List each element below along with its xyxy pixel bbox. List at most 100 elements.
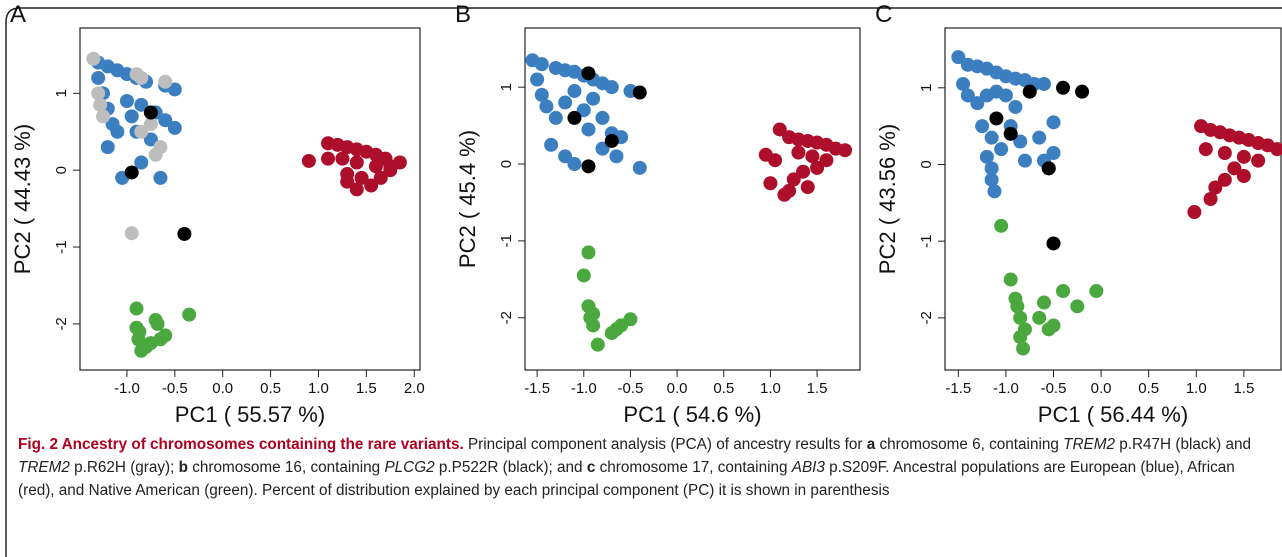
panel-letter: C xyxy=(875,1,892,28)
point xyxy=(581,66,596,81)
point xyxy=(1013,310,1028,325)
point xyxy=(544,137,559,152)
point xyxy=(95,109,110,124)
panel-letter: B xyxy=(455,1,471,28)
x-tick-label: -1.0 xyxy=(993,380,1019,397)
point xyxy=(150,316,165,331)
x-tick-label: -0.5 xyxy=(1041,380,1067,397)
point xyxy=(1046,236,1061,251)
point xyxy=(623,312,638,327)
point xyxy=(124,226,139,241)
caption-text: TREM2 xyxy=(18,459,70,476)
point xyxy=(167,82,182,97)
caption-text: chromosome 17, containing xyxy=(595,459,792,476)
point xyxy=(1013,330,1028,345)
x-tick-label: -0.5 xyxy=(162,380,188,397)
point xyxy=(970,96,985,111)
point xyxy=(134,70,149,85)
point xyxy=(124,165,139,180)
point xyxy=(1270,142,1282,157)
point xyxy=(581,159,596,174)
y-tick-label: 1 xyxy=(918,84,935,92)
point xyxy=(987,184,1002,199)
point xyxy=(994,218,1009,233)
y-tick-label: -2 xyxy=(918,311,935,324)
point xyxy=(805,149,820,164)
point xyxy=(100,140,115,155)
point xyxy=(791,145,806,160)
x-tick-label: 1.5 xyxy=(807,380,828,397)
point xyxy=(153,170,168,185)
point xyxy=(548,110,563,125)
x-tick-label: 0.5 xyxy=(260,380,281,397)
point xyxy=(167,120,182,135)
point xyxy=(1046,145,1061,160)
x-tick-label: 1.5 xyxy=(356,380,377,397)
point xyxy=(1017,153,1032,168)
point xyxy=(581,245,596,260)
point xyxy=(819,153,834,168)
point xyxy=(984,172,999,187)
y-tick-label: 0 xyxy=(498,160,515,168)
point xyxy=(609,149,624,164)
point xyxy=(989,111,1004,126)
point xyxy=(383,163,398,178)
point xyxy=(1236,149,1251,164)
point xyxy=(1036,295,1051,310)
point xyxy=(984,161,999,176)
point xyxy=(796,164,811,179)
point xyxy=(158,113,173,128)
point xyxy=(158,328,173,343)
point xyxy=(1089,284,1104,299)
caption-text: p.R62H (gray); xyxy=(69,459,179,476)
x-tick-label: 0.0 xyxy=(667,380,688,397)
point xyxy=(86,51,101,66)
point xyxy=(960,88,975,103)
point xyxy=(93,97,108,112)
panel-letter: A xyxy=(10,1,26,28)
point xyxy=(1208,180,1223,195)
x-tick-label: -1.0 xyxy=(114,380,140,397)
point xyxy=(632,85,647,100)
y-tick-label: 1 xyxy=(53,89,70,97)
point xyxy=(530,72,545,87)
point xyxy=(1056,80,1071,95)
caption-text: p.S209F. Ancestral populations are Europ… xyxy=(18,459,1235,499)
point xyxy=(321,151,336,166)
point xyxy=(1056,284,1071,299)
point xyxy=(632,160,647,175)
point xyxy=(1003,126,1018,141)
point xyxy=(763,176,778,191)
point xyxy=(1217,145,1232,160)
y-tick-label: 1 xyxy=(498,83,515,91)
point xyxy=(604,80,619,95)
point xyxy=(364,178,379,193)
y-tick-label: 0 xyxy=(918,160,935,168)
point xyxy=(567,110,582,125)
point xyxy=(810,160,825,175)
point xyxy=(1070,299,1085,314)
caption-text: a xyxy=(866,436,876,453)
x-axis-label: PC1 ( 55.57 %) xyxy=(175,402,325,427)
point xyxy=(1203,192,1218,206)
x-tick-label: 0.5 xyxy=(1138,380,1159,397)
point xyxy=(777,187,792,202)
point xyxy=(558,95,573,110)
point xyxy=(1198,142,1213,157)
point xyxy=(1217,172,1232,187)
caption-text: chromosome 16, containing xyxy=(188,459,385,476)
plot-frame xyxy=(79,27,421,371)
point xyxy=(539,99,554,114)
point xyxy=(354,170,369,185)
point xyxy=(1187,205,1202,220)
point xyxy=(786,172,801,187)
point xyxy=(110,124,125,139)
caption-text: TREM2 xyxy=(1063,436,1115,453)
point xyxy=(177,226,192,241)
point xyxy=(1236,168,1251,183)
point xyxy=(134,97,149,112)
point xyxy=(1036,76,1051,91)
point xyxy=(148,147,163,162)
